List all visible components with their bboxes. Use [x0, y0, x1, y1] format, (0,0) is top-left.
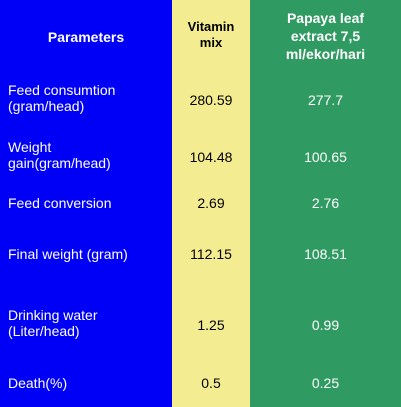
row-label-feed-consumption: Feed consumtion (gram/head): [8, 82, 170, 114]
row-label-line: Weight: [8, 139, 52, 155]
cell-papaya-weight-gain: 100.65: [304, 149, 347, 165]
row-label-feed-conversion: Feed conversion: [8, 195, 170, 211]
header-parameters-text: Parameters: [47, 29, 125, 45]
header-vitamin-mix: Vitamin mix: [172, 19, 250, 51]
row-label-death: Death(%): [8, 375, 170, 391]
cell-vitamin-feed-conversion: 2.69: [197, 195, 225, 211]
cell-vitamin-drinking-water: 1.25: [197, 317, 225, 333]
header-vitamin-line-2: mix: [199, 35, 223, 50]
header-papaya-line-1: Papaya leaf: [286, 10, 365, 26]
papaya-extract-column: [250, 0, 401, 407]
cell-vitamin-weight-gain: 104.48: [189, 149, 233, 165]
row-label-line: gain(gram/head): [8, 155, 111, 171]
parameters-column: [0, 0, 172, 407]
row-label-line: Feed conversion: [8, 195, 112, 211]
row-label-weight-gain: Weight gain(gram/head): [8, 139, 170, 171]
cell-vitamin-death: 0.5: [201, 375, 221, 391]
header-papaya-extract: Papaya leaf extract 7,5 ml/ekor/hari: [250, 9, 401, 63]
cell-papaya-feed-consumption: 277.7: [307, 92, 344, 108]
row-label-line: (gram/head): [8, 98, 85, 114]
cell-papaya-death: 0.25: [311, 375, 340, 391]
cell-papaya-drinking-water: 0.99: [311, 317, 340, 333]
row-label-line: (Liter/head): [8, 323, 80, 339]
row-label-line: Drinking water: [8, 307, 98, 323]
row-label-line: Death(%): [8, 375, 68, 391]
header-parameters: Parameters: [0, 28, 172, 46]
header-vitamin-line-1: Vitamin: [187, 19, 235, 34]
vitamin-mix-column: [172, 0, 250, 407]
header-papaya-line-2: extract 7,5: [290, 28, 361, 44]
cell-vitamin-final-weight: 112.15: [190, 246, 232, 262]
header-papaya-line-3: ml/ekor/hari: [285, 46, 366, 62]
row-label-line: Feed consumtion: [8, 82, 116, 98]
row-label-line: Final weight (gram): [8, 246, 128, 262]
row-label-final-weight: Final weight (gram): [8, 246, 170, 262]
cell-papaya-final-weight: 108.51: [304, 246, 347, 262]
cell-vitamin-feed-consumption: 280.59: [189, 92, 233, 108]
cell-papaya-feed-conversion: 2.76: [311, 195, 340, 211]
row-label-drinking-water: Drinking water (Liter/head): [8, 307, 170, 339]
